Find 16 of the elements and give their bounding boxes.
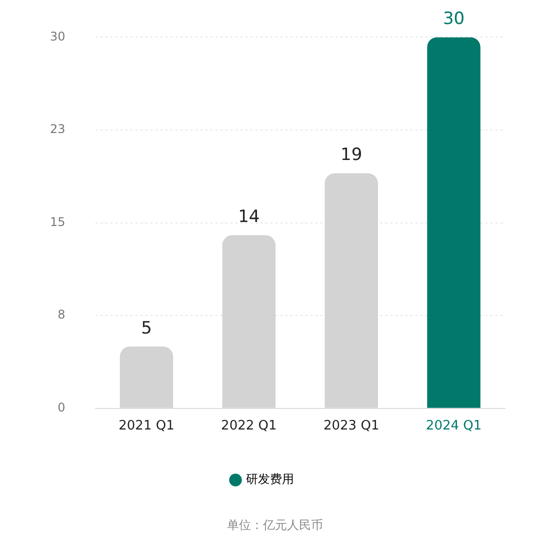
data-label: 30 [442, 9, 465, 30]
y-tick-label: 0 [58, 400, 66, 415]
text: 单位：亿元人民币 [227, 518, 323, 532]
x-tick-label: 2023 Q1 [323, 418, 380, 434]
x-tick-label: 2022 Q1 [221, 418, 277, 434]
data-label: 14 [238, 207, 260, 228]
bar [427, 37, 480, 408]
data-label: 5 [141, 318, 152, 338]
y-tick-label: 23 [50, 122, 66, 136]
data-label: 19 [340, 145, 362, 166]
y-tick-label: 15 [50, 214, 66, 229]
x-tick-label: 2021 Q1 [118, 418, 174, 434]
y-tick-label: 8 [58, 308, 66, 322]
y-tick-label: 30 [50, 29, 66, 44]
legend-label: 研发费用 [246, 472, 294, 486]
x-tick-label: 2024 Q1 [426, 418, 482, 434]
